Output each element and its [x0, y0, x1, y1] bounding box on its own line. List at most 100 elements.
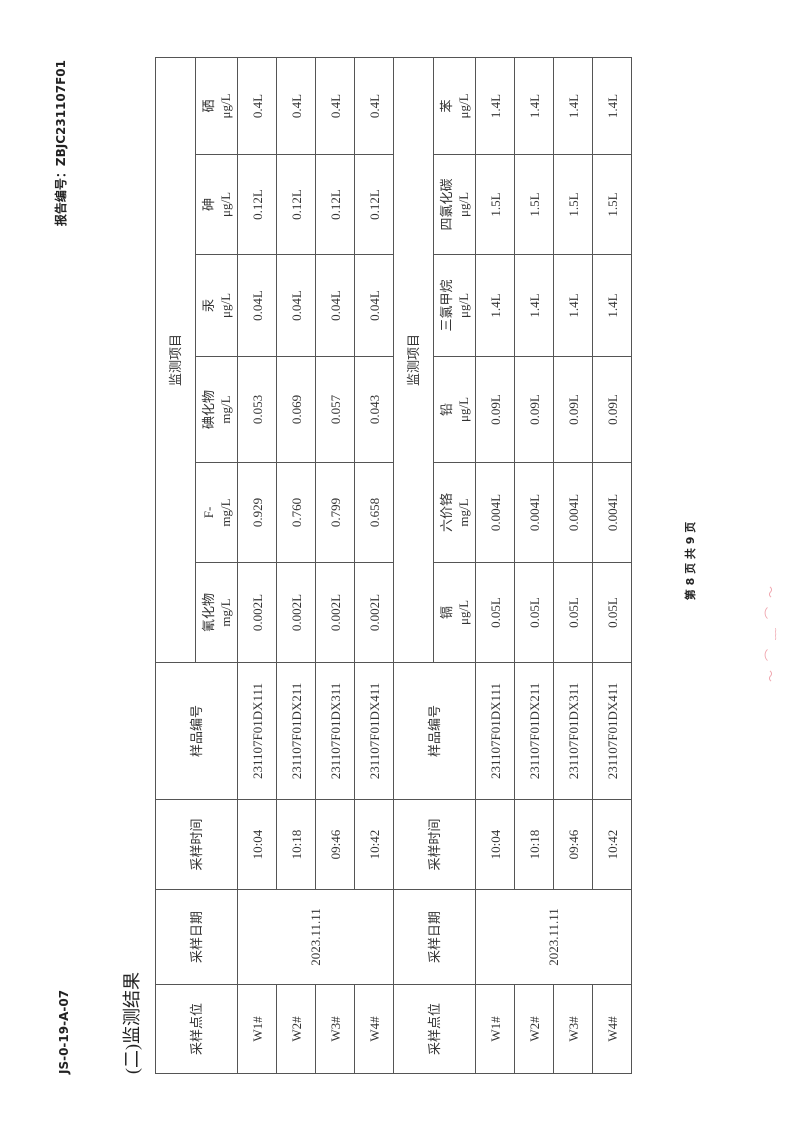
table-row: W1# 2023.11.11 10:04 231107F01DX111 0.05L 0.0… — [475, 57, 632, 1074]
cell-sample-id: 231107F01DX111 — [475, 662, 515, 800]
cell-value: 0.004L — [514, 462, 554, 563]
param-name: F- — [200, 506, 216, 519]
param-name: 硒 — [200, 99, 216, 113]
cell-point: W1# — [475, 984, 515, 1074]
param-header: 砷 μg/L — [195, 154, 238, 255]
cell-value: 0.004L — [475, 462, 515, 563]
header-row: 采样点位 采样日期 采样时间 样品编号 监测项目 — [393, 57, 476, 1074]
param-header: 汞 μg/L — [195, 254, 238, 357]
table-row: W1# 2023.11.11 10:04 231107F01DX111 0.002L 0.… — [237, 57, 394, 1074]
cell-value: 0.002L — [276, 562, 316, 663]
cell-date: 2023.11.11 — [237, 889, 394, 985]
cell-value: 0.05L — [592, 562, 632, 663]
param-name: 氰化物 — [200, 593, 216, 633]
param-name: 六价铬 — [438, 493, 454, 533]
header-date: 采样日期 — [155, 889, 238, 985]
section-title: (二)监测结果 — [122, 972, 142, 1074]
cell-value: 0.09L — [553, 356, 593, 463]
cell-value: 1.5L — [553, 154, 593, 255]
cell-value: 1.4L — [475, 254, 515, 357]
cell-value: 0.09L — [514, 356, 554, 463]
cell-date: 2023.11.11 — [475, 889, 632, 985]
results-table: 采样点位 采样日期 采样时间 样品编号 监测项目 氰化物 mg/L F-mg/L 碘化物 mg/L… — [155, 57, 632, 1074]
cell-value: 1.5L — [592, 154, 632, 255]
cell-time: 10:42 — [592, 799, 632, 890]
cell-sample-id: 231107F01DX311 — [315, 662, 355, 800]
param-header: F-mg/L — [195, 462, 238, 563]
cell-time: 10:04 — [475, 799, 515, 890]
cell-value: 1.4L — [475, 57, 515, 155]
param-unit: mg/L — [217, 598, 233, 627]
header-group: 监测项目 — [393, 57, 434, 663]
param-unit: μg/L — [217, 93, 233, 119]
param-name: 苯 — [438, 99, 454, 113]
cell-value: 0.043 — [354, 356, 394, 463]
header-row: 采样点位 采样日期 采样时间 样品编号 监测项目 — [155, 57, 238, 1074]
param-name: 汞 — [200, 299, 216, 313]
cell-time: 10:42 — [354, 799, 394, 890]
cell-value: 0.760 — [276, 462, 316, 563]
header-sample-id: 样品编号 — [155, 662, 238, 800]
cell-value: 0.069 — [276, 356, 316, 463]
cell-value: 0.4L — [315, 57, 355, 155]
param-name: 碘化物 — [200, 390, 216, 430]
header-time: 采样时间 — [393, 799, 476, 890]
cell-sample-id: 231107F01DX411 — [354, 662, 394, 800]
param-header: 氰化物 mg/L — [195, 562, 238, 663]
param-unit: μg/L — [455, 599, 471, 626]
param-unit: μg/L — [455, 191, 471, 218]
param-header: 苯 μg/L — [433, 57, 476, 155]
cell-value: 1.4L — [514, 57, 554, 155]
param-header: 镉 μg/L — [433, 562, 476, 663]
cell-sample-id: 231107F01DX411 — [592, 662, 632, 800]
cell-point: W1# — [237, 984, 277, 1074]
cell-sample-id: 231107F01DX311 — [553, 662, 593, 800]
param-header: 硒 μg/L — [195, 57, 238, 155]
cell-value: 0.09L — [475, 356, 515, 463]
report-number: 报告编号：ZBJC231107F01 — [54, 60, 68, 227]
param-unit: μg/L — [217, 191, 233, 218]
param-name: 三氯甲烷 — [438, 279, 454, 332]
cell-value: 0.002L — [354, 562, 394, 663]
cell-value: 1.4L — [553, 254, 593, 357]
cell-value: 0.004L — [592, 462, 632, 563]
cell-value: 0.04L — [276, 254, 316, 357]
header-point: 采样点位 — [155, 984, 238, 1074]
cell-value: 0.002L — [237, 562, 277, 663]
cell-value: 0.4L — [237, 57, 277, 155]
param-unit: μg/L — [455, 93, 471, 119]
cell-value: 1.4L — [592, 57, 632, 155]
cell-value: 0.004L — [553, 462, 593, 563]
param-header: 六价铬 mg/L — [433, 462, 476, 563]
cell-value: 0.4L — [354, 57, 394, 155]
param-unit: mg/L — [217, 395, 233, 424]
cell-point: W2# — [276, 984, 316, 1074]
cell-value: 1.4L — [553, 57, 593, 155]
cell-point: W2# — [514, 984, 554, 1074]
cell-value: 0.12L — [237, 154, 277, 255]
param-unit: μg/L — [455, 292, 471, 319]
cell-value: 0.057 — [315, 356, 355, 463]
page-footer: 第 8 页 共 9 页 — [684, 521, 697, 601]
param-header: 四氯化碳 μg/L — [433, 154, 476, 255]
header-sample-id: 样品编号 — [393, 662, 476, 800]
cell-value: 0.658 — [354, 462, 394, 563]
param-header: 三氯甲烷 μg/L — [433, 254, 476, 357]
cell-point: W4# — [354, 984, 394, 1074]
param-name: 砷 — [200, 198, 216, 212]
header-date: 采样日期 — [393, 889, 476, 985]
cell-sample-id: 231107F01DX111 — [237, 662, 277, 800]
param-unit: μg/L — [455, 396, 471, 423]
header-group: 监测项目 — [155, 57, 196, 663]
cell-value: 0.05L — [553, 562, 593, 663]
cell-value: 1.5L — [475, 154, 515, 255]
cell-value: 0.04L — [237, 254, 277, 357]
cell-sample-id: 231107F01DX211 — [514, 662, 554, 800]
cell-point: W4# — [592, 984, 632, 1074]
param-name: 镉 — [438, 606, 454, 620]
cell-value: 1.4L — [514, 254, 554, 357]
cell-value: 0.12L — [315, 154, 355, 255]
cell-point: W3# — [553, 984, 593, 1074]
header-time: 采样时间 — [155, 799, 238, 890]
